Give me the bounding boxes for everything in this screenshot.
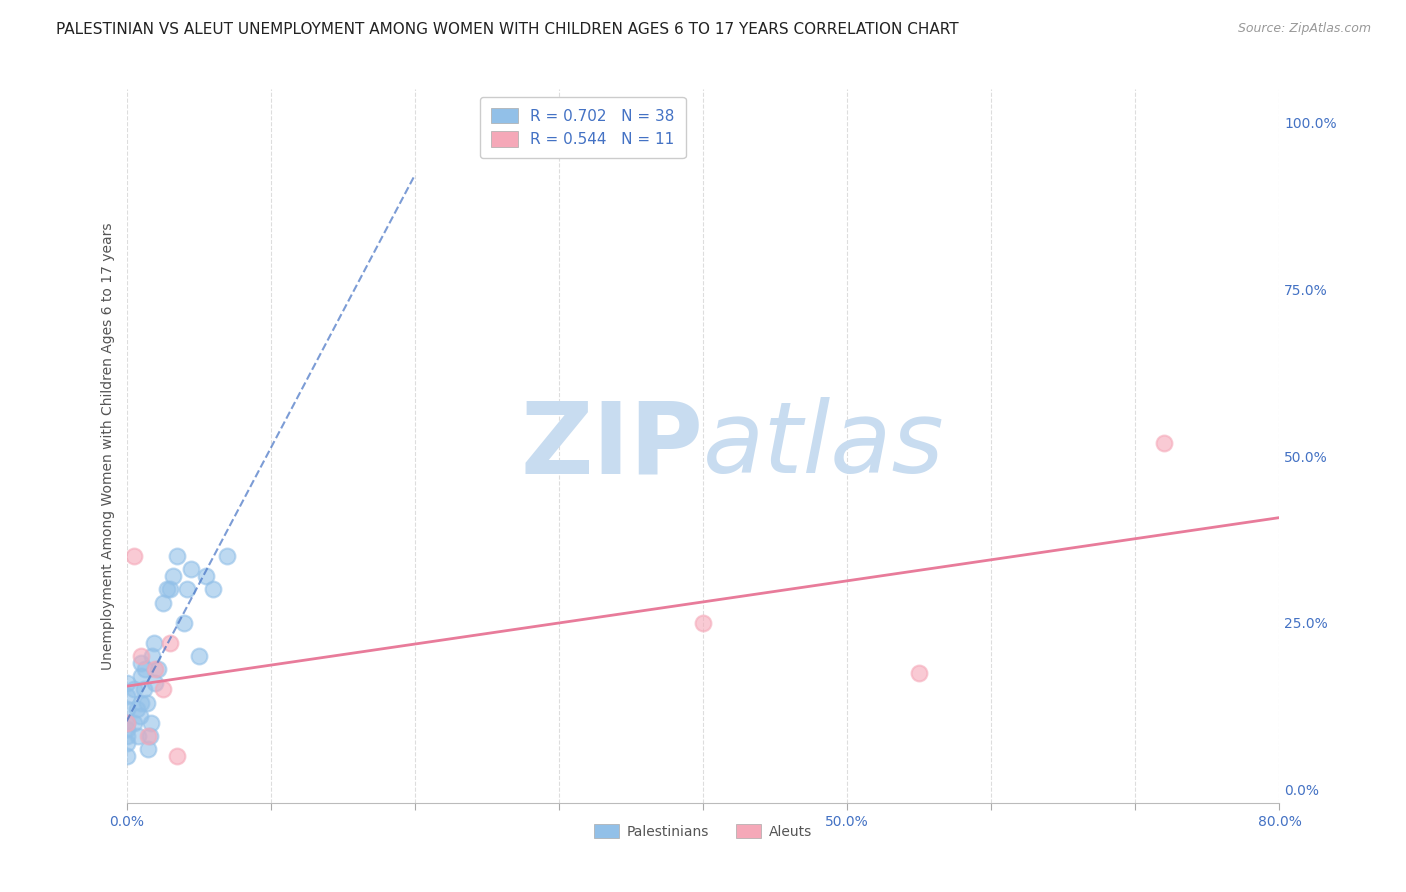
Point [156,582,179,597]
Point [138,729,160,743]
Point [115,675,138,690]
Point [1153,435,1175,450]
Point [908,665,931,680]
Point [180,562,202,576]
Point [115,689,138,703]
Text: ZIP: ZIP [520,398,703,494]
Text: Source: ZipAtlas.com: Source: ZipAtlas.com [1237,22,1371,36]
Point [692,615,714,630]
Point [132,682,155,697]
Point [176,582,198,597]
Point [134,662,156,676]
Point [159,582,181,597]
Point [115,702,138,716]
Point [145,662,166,676]
Point [129,696,152,710]
Point [125,702,148,716]
Point [173,615,195,630]
Point [115,723,138,737]
Point [128,709,150,723]
Point [115,715,138,730]
Text: atlas: atlas [703,398,945,494]
Point [187,649,209,664]
Point [115,749,138,764]
Point [152,682,174,697]
Legend: Palestinians, Aleuts: Palestinians, Aleuts [588,817,818,846]
Point [194,569,217,583]
Point [136,729,159,743]
Point [127,729,149,743]
Point [152,596,174,610]
Point [115,729,138,743]
Point [142,636,165,650]
Point [115,736,138,750]
Point [139,715,162,730]
Point [122,549,145,563]
Point [145,675,166,690]
Point [135,696,157,710]
Y-axis label: Unemployment Among Women with Children Ages 6 to 17 years: Unemployment Among Women with Children A… [101,222,115,670]
Point [122,682,145,697]
Point [217,549,239,563]
Text: PALESTINIAN VS ALEUT UNEMPLOYMENT AMONG WOMEN WITH CHILDREN AGES 6 TO 17 YEARS C: PALESTINIAN VS ALEUT UNEMPLOYMENT AMONG … [56,22,959,37]
Point [115,715,138,730]
Point [159,636,181,650]
Point [202,582,225,597]
Point [122,715,145,730]
Point [129,656,152,670]
Point [136,742,159,756]
Point [141,649,163,664]
Point [162,569,184,583]
Point [166,749,188,764]
Point [148,662,170,676]
Point [129,649,152,664]
Point [166,549,188,563]
Point [129,669,152,683]
